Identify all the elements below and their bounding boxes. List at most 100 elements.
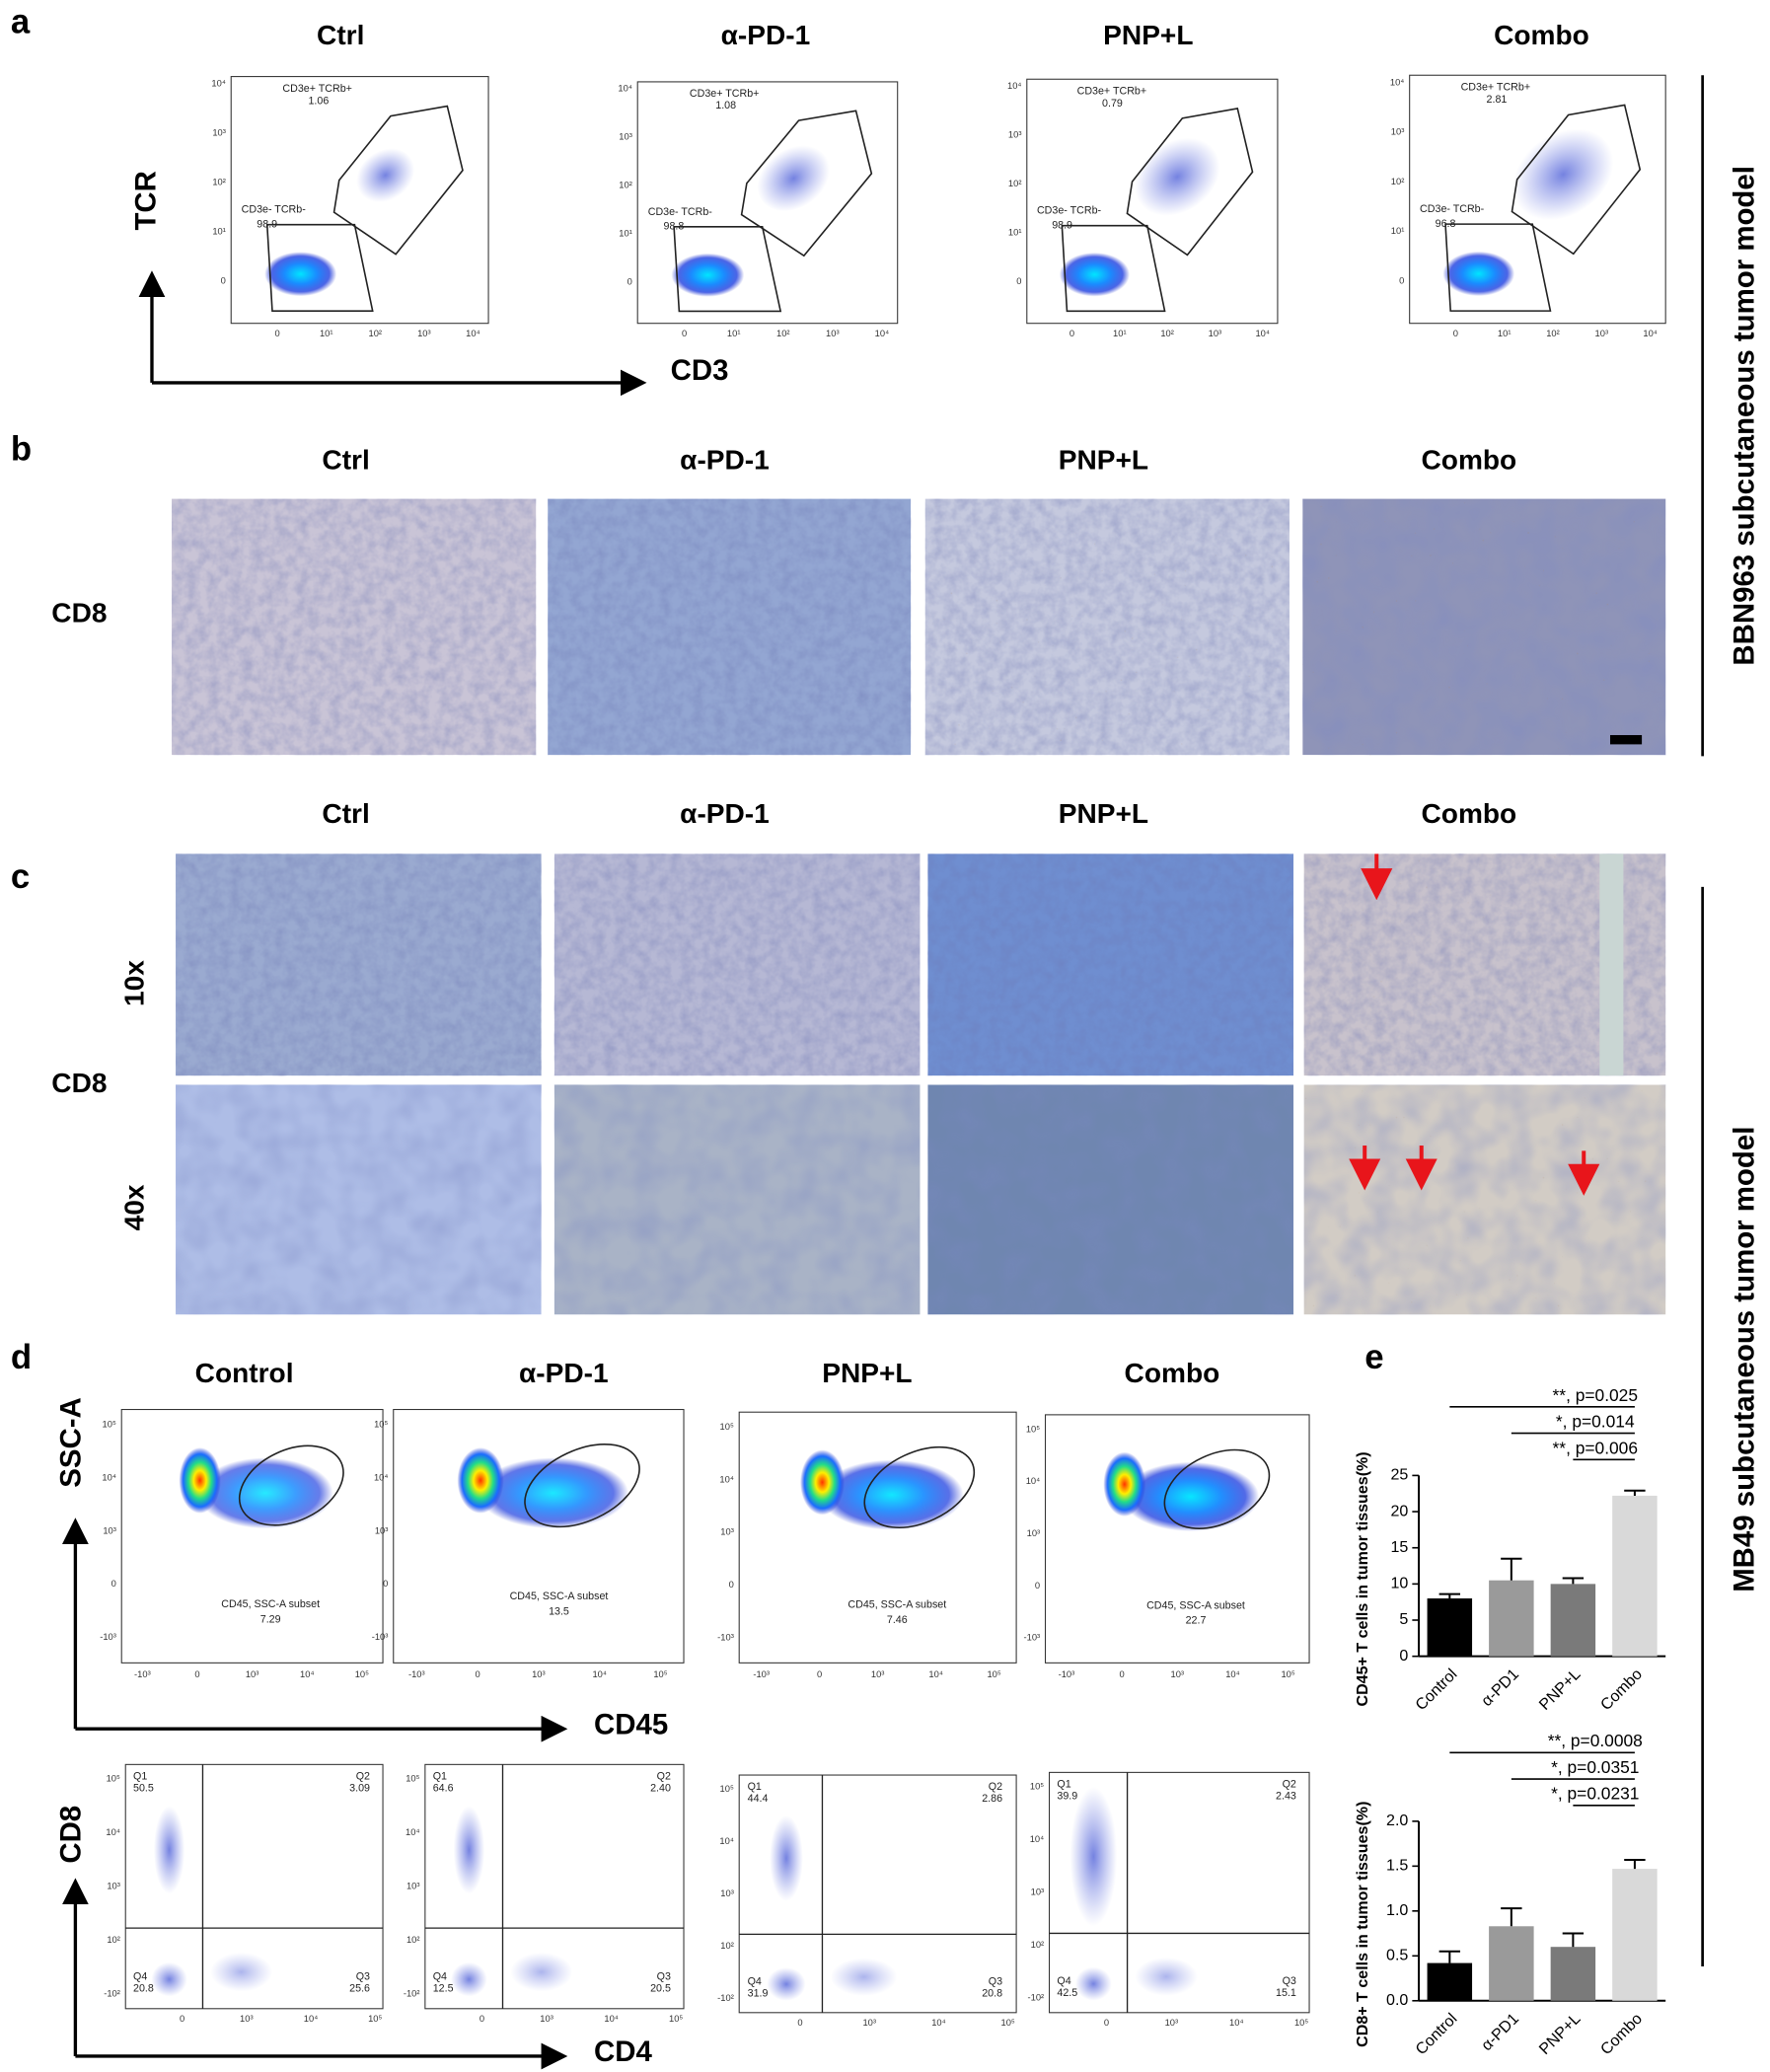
column-title: Combo	[1422, 798, 1517, 829]
y-tick-label: 5	[1399, 1610, 1408, 1628]
x-tick-label: 10⁴	[1229, 2018, 1243, 2028]
gate-value: 1.08	[715, 100, 736, 111]
x-tick-label: 0	[1104, 2018, 1109, 2028]
y-tick-label: 10	[1390, 1575, 1408, 1592]
axis-label: CD8	[54, 1806, 87, 1864]
gate-label: CD3e- TCRb-	[1420, 203, 1485, 215]
y-tick-label: 10²	[720, 1941, 734, 1951]
y-tick-label: 10³	[1391, 127, 1405, 137]
x-tick-label: Combo	[1597, 1665, 1646, 1714]
plot-frame	[1044, 1414, 1310, 1664]
quadrant-name: Q4	[133, 1970, 147, 1982]
column-title: α-PD-1	[721, 20, 811, 50]
micrograph-texture	[176, 853, 542, 1076]
x-tick-label: Combo	[1597, 2010, 1646, 2058]
y-tick-label: 10³	[103, 1525, 116, 1535]
gate-label: CD45, SSC-A subset	[221, 1598, 320, 1610]
density-cloud	[1135, 137, 1220, 216]
gate-value: 96.8	[1436, 218, 1456, 230]
column-title: Ctrl	[317, 20, 364, 50]
density-cloud	[1103, 1451, 1146, 1517]
y-tick-label: 10⁴	[1007, 81, 1021, 91]
x-tick-label: 0	[817, 1669, 822, 1679]
quadrant-name: Q2	[657, 1771, 671, 1783]
y-tick-label: 10⁵	[1026, 1424, 1040, 1434]
quadrant-value: 44.4	[748, 1793, 769, 1805]
row-label: CD8	[51, 1068, 107, 1098]
quadrant-name: Q3	[989, 1975, 1002, 1987]
x-tick-label: 0	[1069, 329, 1074, 338]
x-tick-label: α-PD1	[1478, 1665, 1522, 1710]
x-tick-label: 10⁵	[1281, 1669, 1294, 1679]
micrograph-texture	[553, 1084, 921, 1315]
gate-label: CD45, SSC-A subset	[1146, 1599, 1245, 1611]
x-tick-label: 0	[475, 1669, 479, 1679]
y-tick-label: 10³	[619, 132, 632, 142]
quadrant-name: Q1	[133, 1771, 147, 1783]
gate	[1163, 1448, 1271, 1529]
column-title: Ctrl	[322, 445, 369, 476]
y-tick-label: -10²	[1028, 1993, 1045, 2003]
y-tick-label: 10⁵	[374, 1419, 388, 1429]
y-tick-label: 10⁵	[720, 1422, 734, 1432]
x-tick-label: 0	[797, 2018, 802, 2028]
micrograph-texture	[176, 1084, 542, 1315]
x-tick-label: 10³	[246, 1669, 259, 1679]
density-cloud	[1442, 251, 1515, 297]
bar	[1427, 1962, 1473, 2001]
x-tick-label: 0	[1119, 1669, 1124, 1679]
y-tick-label: 10⁵	[103, 1419, 116, 1429]
x-tick-label: -10³	[753, 1669, 770, 1679]
x-tick-label: 10⁴	[466, 329, 479, 338]
quadrant-name: Q3	[657, 1970, 671, 1982]
x-tick-label: 10³	[1171, 1669, 1185, 1679]
quadrant-value: 31.9	[748, 1987, 769, 1999]
side-label: BBN963 subcutaneous tumor model	[1729, 166, 1761, 666]
gate-label: CD3e+ TCRb+	[282, 83, 352, 95]
column-title: α-PD-1	[680, 445, 770, 476]
quadrant-name: Q2	[1283, 1778, 1296, 1790]
error-bar	[1501, 1557, 1522, 1581]
axis-label: CD45	[594, 1708, 668, 1740]
column-title: α-PD-1	[519, 1358, 609, 1388]
micrograph-texture	[172, 498, 537, 756]
error-bar	[1624, 1489, 1646, 1496]
y-tick-label: 10⁴	[102, 1472, 115, 1482]
y-tick-label: 10¹	[1008, 228, 1022, 238]
x-tick-label: α-PD1	[1478, 2010, 1522, 2054]
gate	[524, 1443, 640, 1528]
y-tick-label: 20	[1390, 1502, 1408, 1519]
column-title: α-PD-1	[680, 798, 770, 829]
plot-frame	[393, 1408, 685, 1664]
row-label: 10x	[118, 960, 149, 1006]
y-tick-label: 10¹	[619, 229, 632, 239]
density-cloud	[770, 1814, 803, 1901]
x-tick-label: -10³	[134, 1669, 151, 1679]
x-tick-label: 10¹	[320, 329, 333, 338]
quadrant-value: 2.43	[1276, 1790, 1296, 1802]
quadrant-name: Q2	[356, 1771, 370, 1783]
x-tick-label: 0	[682, 329, 687, 338]
error-bar	[1438, 1950, 1461, 1963]
micrograph-texture	[548, 498, 912, 756]
gate-value: 1.06	[308, 95, 329, 107]
axis-label: TCR	[130, 171, 163, 230]
panel-letter: c	[11, 858, 30, 896]
bar	[1489, 1580, 1534, 1657]
micrograph-texture	[927, 1084, 1293, 1315]
significance-label: **, p=0.025	[1553, 1385, 1638, 1405]
y-tick-label: 0	[729, 1580, 734, 1590]
x-tick-label: 10¹	[727, 329, 741, 338]
density-cloud	[757, 145, 831, 212]
gate-value: 98.8	[664, 221, 685, 233]
y-tick-label: 10³	[107, 1882, 120, 1891]
y-tick-label: -10²	[104, 1988, 120, 1998]
density-cloud	[510, 1952, 573, 1992]
y-tick-label: 2.0	[1386, 1812, 1408, 1829]
side-label: MB49 subcutaneous tumor model	[1729, 1127, 1761, 1592]
plot-frame	[738, 1411, 1017, 1664]
y-tick-label: 10³	[375, 1525, 389, 1535]
x-tick-label: 0	[194, 1669, 199, 1679]
